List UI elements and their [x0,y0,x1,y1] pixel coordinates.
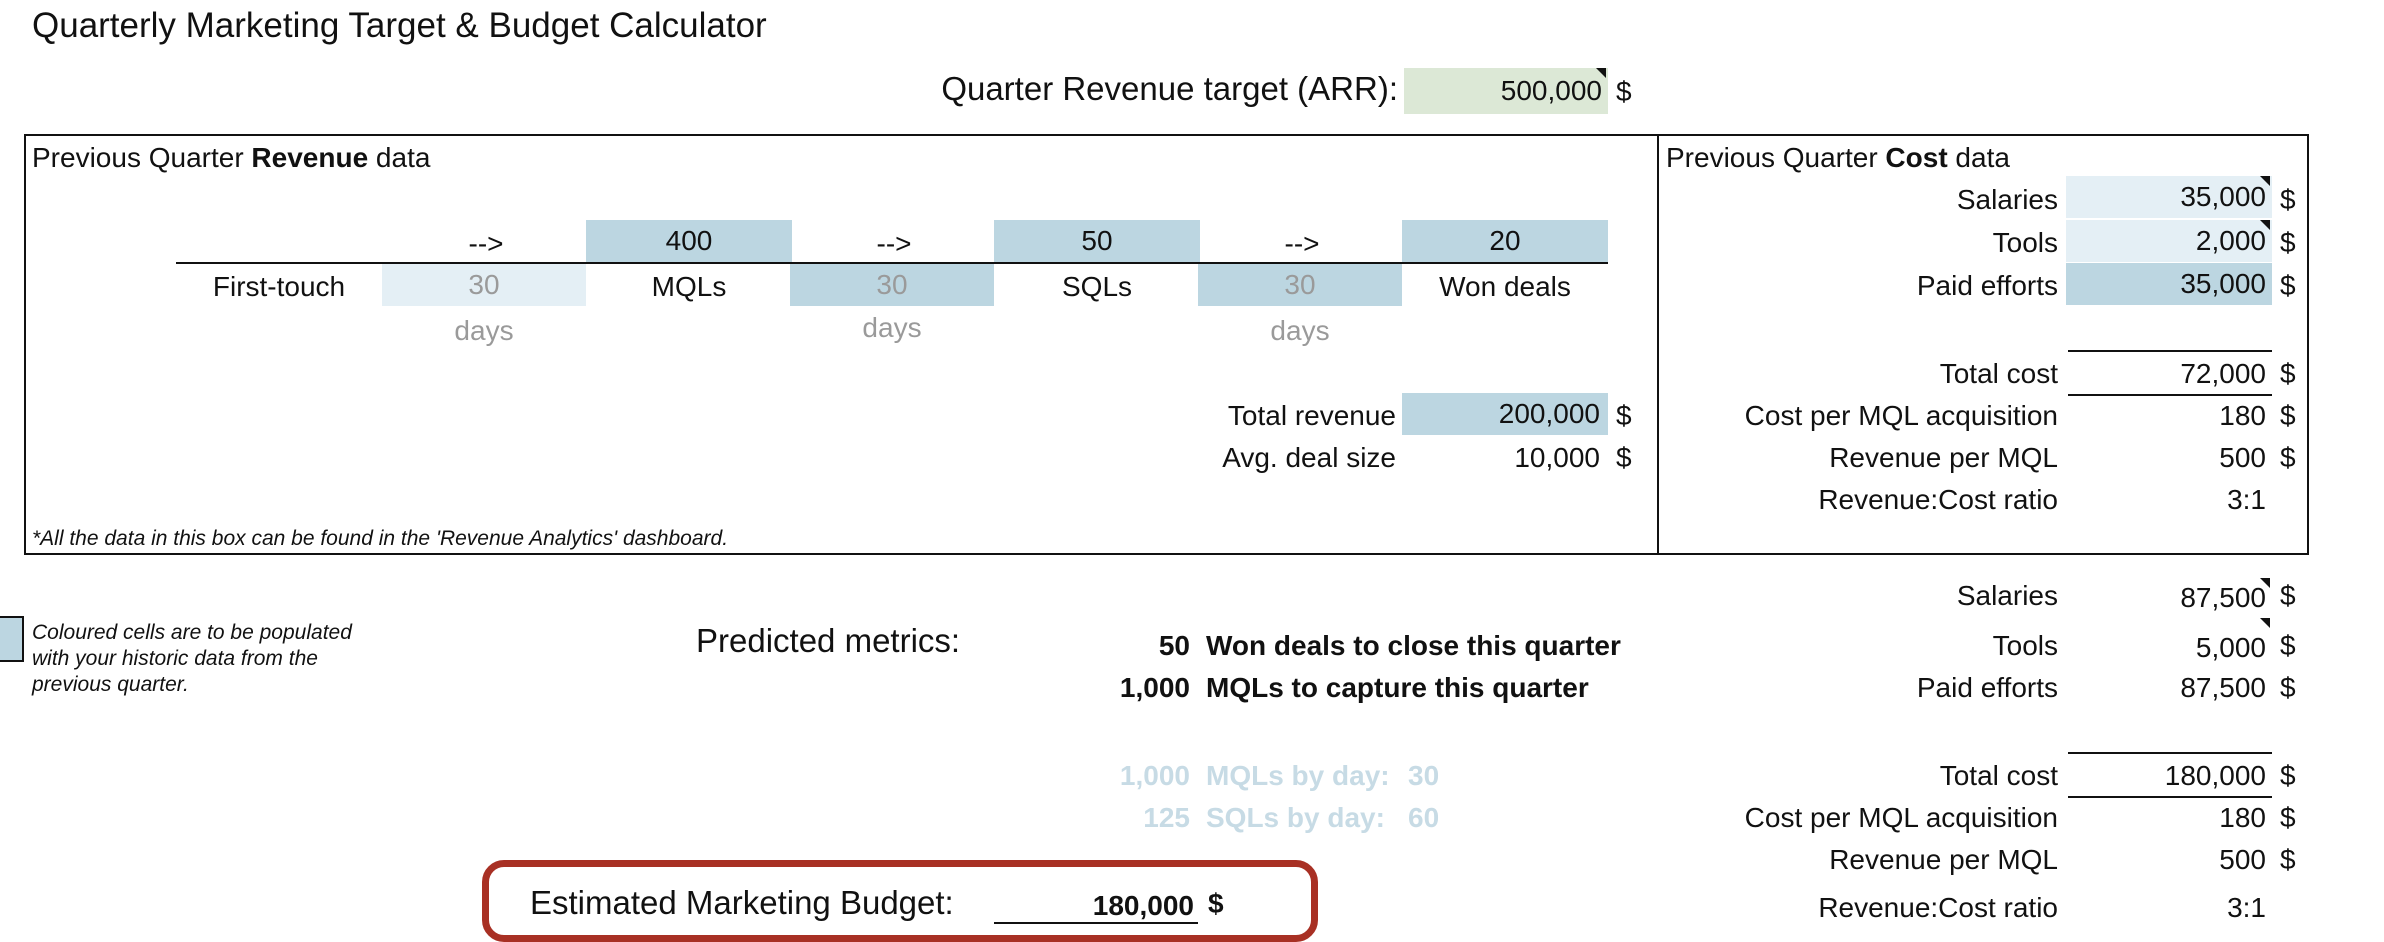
revenue-target-label: Quarter Revenue target (ARR): [941,70,1398,107]
tools-label: Tools [1992,227,2058,258]
mqls-by-day-value: 1,000 [1119,760,1190,791]
days-label: days [1270,315,1330,346]
stage-first-touch: First-touch [212,271,346,302]
stage-won-deals: Won deals [1439,271,1571,302]
revenue-cost-ratio-value: 3:1 [2227,484,2266,515]
avg-deal-size-value: 10,000 [1514,442,1600,473]
won-deals-target-label: Won deals to close this quarter [1206,630,1621,661]
funnel-divider [176,262,1608,264]
total-revenue-label: Total revenue [1227,400,1396,431]
currency-unit: $ [2280,227,2296,258]
sqls-by-day-value: 125 [1143,802,1190,833]
currency-unit: $ [2280,400,2296,431]
total-cost-value: 72,000 [2180,358,2266,389]
avg-deal-size-label: Avg. deal size [1222,442,1396,473]
projected-tools-value: 5,000 [2066,618,2272,666]
currency-unit: $ [2280,802,2296,833]
won-deals-count-input[interactable]: 20 [1402,220,1608,262]
currency-unit: $ [2280,760,2296,791]
currency-unit: $ [2280,270,2296,301]
projected-tools-label: Tools [1992,630,2058,661]
currency-unit: $ [2280,630,2296,661]
sqls-by-day-label: SQLs by day: [1206,802,1385,833]
sqls-by-day-days: 60 [1408,802,1440,833]
projected-total-cost-label: Total cost [1939,760,2058,791]
mql-target-value: 1,000 [1119,672,1190,703]
sql-count-input[interactable]: 50 [994,220,1200,262]
projected-total-cost-cell [2068,752,2272,798]
estimated-budget-value: 180,000 [994,884,1198,924]
cost-per-mql-value: 180 [2219,400,2266,431]
projected-paid-efforts-label: Paid efforts [1916,672,2058,703]
projected-revenue-cost-ratio-label: Revenue:Cost ratio [1818,892,2058,923]
mql-to-sql-days-input[interactable]: 30 [790,264,994,306]
revenue-target-unit: $ [1616,76,1632,107]
currency-unit: $ [2280,580,2296,611]
stage-mqls: MQLs [651,271,727,302]
days-label: days [862,312,922,343]
mql-count-input[interactable]: 400 [586,220,792,262]
currency-unit: $ [1616,400,1632,431]
total-cost-cell [2068,350,2272,396]
estimated-budget-unit: $ [1208,888,1224,919]
cost-box-heading: Previous Quarter Cost data [1666,142,2010,173]
total-revenue-input[interactable]: 200,000 [1402,393,1608,435]
projected-paid-efforts-value: 87,500 [2180,672,2266,703]
funnel-arrow: --> [468,228,504,259]
projected-revenue-per-mql-label: Revenue per MQL [1829,844,2058,875]
paid-efforts-label: Paid efforts [1916,270,2058,301]
projected-revenue-cost-ratio-value: 3:1 [2227,892,2266,923]
projected-salaries-label: Salaries [1956,580,2058,611]
paid-efforts-input[interactable]: 35,000 [2066,263,2272,305]
projected-cost-per-mql-label: Cost per MQL acquisition [1744,802,2058,833]
legend-swatch [0,616,24,662]
estimated-budget-label: Estimated Marketing Budget: [530,884,954,921]
salaries-label: Salaries [1956,184,2058,215]
revenue-box-footnote: *All the data in this box can be found i… [32,527,729,550]
funnel-arrow: --> [876,228,912,259]
revenue-per-mql-value: 500 [2219,442,2266,473]
currency-unit: $ [1616,442,1632,473]
page-title: Quarterly Marketing Target & Budget Calc… [32,6,767,45]
currency-unit: $ [2280,442,2296,473]
revenue-cost-ratio-label: Revenue:Cost ratio [1818,484,2058,515]
revenue-target-input[interactable]: 500,000 [1404,68,1608,114]
revenue-per-mql-label: Revenue per MQL [1829,442,2058,473]
cost-data-box [1657,134,2309,555]
cost-per-mql-label: Cost per MQL acquisition [1744,400,2058,431]
stage-sqls: SQLs [1061,271,1133,302]
currency-unit: $ [2280,844,2296,875]
legend-text: Coloured cells are to be populated with … [32,621,352,696]
mqls-by-day-label: MQLs by day: [1206,760,1390,791]
predicted-metrics-label: Predicted metrics: [696,622,961,659]
projected-salaries-value: 87,500 [2066,578,2272,618]
funnel-arrow: --> [1284,228,1320,259]
won-deals-target-value: 50 [1158,630,1190,661]
total-cost-label: Total cost [1939,358,2058,389]
revenue-data-box [24,134,1659,555]
sql-to-won-days-input[interactable]: 30 [1198,264,1402,306]
salaries-input[interactable]: 35,000 [2066,176,2272,218]
currency-unit: $ [2280,358,2296,389]
projected-cost-per-mql-value: 180 [2219,802,2266,833]
tools-input[interactable]: 2,000 [2066,220,2272,262]
currency-unit: $ [2280,184,2296,215]
mql-target-label: MQLs to capture this quarter [1206,672,1589,703]
currency-unit: $ [2280,672,2296,703]
projected-total-cost-value: 180,000 [2164,760,2266,791]
first-touch-to-mql-days-input[interactable]: 30 [382,264,586,306]
projected-revenue-per-mql-value: 500 [2219,844,2266,875]
revenue-box-heading: Previous Quarter Revenue data [32,142,431,173]
days-label: days [454,315,514,346]
mqls-by-day-days: 30 [1408,760,1440,791]
